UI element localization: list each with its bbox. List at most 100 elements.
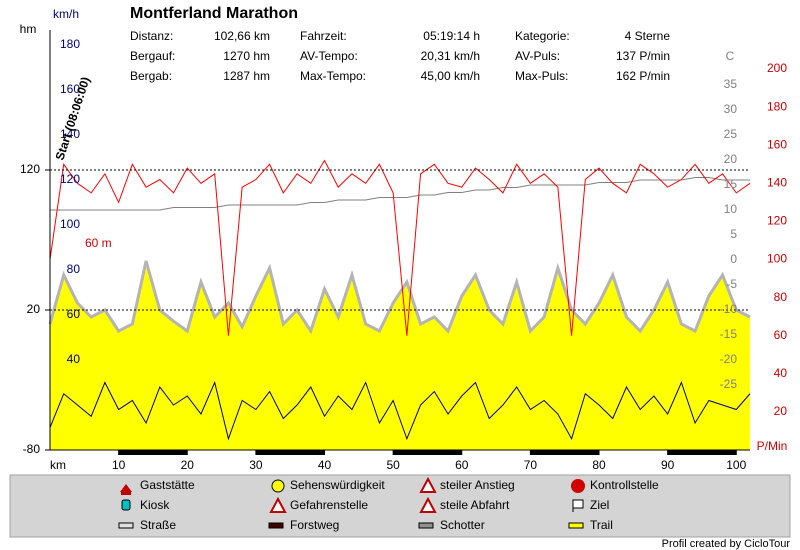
legend-label: steiler Anstieg — [440, 478, 515, 492]
icon-ziel — [572, 499, 584, 512]
legend-label: Gaststätte — [140, 478, 195, 492]
y-tick-label: 120 — [767, 214, 787, 228]
stat-value: 45,00 km/h — [421, 69, 480, 83]
y-tick-label: 100 — [767, 252, 787, 266]
icon-strasse — [118, 522, 134, 529]
stat-value: 102,66 km — [214, 29, 270, 43]
scale-bar — [255, 450, 325, 455]
stat-value: 1287 hm — [223, 69, 270, 83]
stat-value: 20,31 km/h — [421, 49, 480, 63]
legend-label: steile Abfahrt — [440, 498, 510, 512]
stat-label: Kategorie: — [515, 29, 570, 43]
legend-label: Forstweg — [290, 518, 339, 532]
icon-schotter — [418, 522, 434, 529]
y-tick-label: 120 — [60, 172, 80, 186]
x-tick-label: 10 — [112, 458, 126, 472]
y-axis-title: P/Min — [757, 439, 788, 453]
y-tick-label: 20 — [27, 302, 41, 316]
scale-bar — [667, 450, 737, 455]
y-tick-label: 5 — [730, 227, 737, 241]
y-tick-label: 200 — [767, 61, 787, 75]
stat-label: Max-Puls: — [515, 69, 568, 83]
y-tick-label: 120 — [20, 162, 40, 176]
elevation-edge — [48, 260, 751, 335]
y-tick-label: 180 — [767, 99, 787, 113]
series-line — [49, 159, 751, 336]
y-axis-title: km/h — [53, 7, 79, 21]
series-line — [49, 380, 751, 441]
y-tick-label: 20 — [774, 404, 788, 418]
y-tick-label: 0 — [730, 252, 737, 266]
y-tick-label: 35 — [724, 77, 738, 91]
stat-label: AV-Tempo: — [300, 49, 358, 63]
legend-label: Straße — [140, 518, 176, 532]
legend-label: Kiosk — [140, 498, 170, 512]
y-tick-label: 80 — [774, 290, 788, 304]
icon-gefahrenstelle — [269, 496, 287, 513]
chart-title: Montferland Marathon — [130, 5, 298, 22]
y-tick-label: -10 — [720, 302, 738, 316]
x-tick-label: 40 — [318, 458, 332, 472]
x-tick-label: 20 — [181, 458, 195, 472]
y-tick-label: 160 — [767, 137, 787, 151]
y-tick-label: 30 — [724, 102, 738, 116]
stat-value: 1270 hm — [223, 49, 270, 63]
stat-value: 4 Sterne — [625, 29, 671, 43]
y-tick-label: 25 — [724, 127, 738, 141]
y-tick-label: 160 — [60, 82, 80, 96]
y-tick-label: -15 — [720, 327, 738, 341]
icon-trail — [568, 522, 584, 529]
y-tick-label: -5 — [726, 277, 737, 291]
y-tick-label: 15 — [724, 177, 738, 191]
legend-label: Ziel — [590, 498, 609, 512]
stat-label: Bergab: — [130, 69, 172, 83]
legend-label: Schotter — [440, 518, 485, 532]
icon-forstweg — [268, 522, 284, 529]
y-tick-label: 40 — [774, 366, 788, 380]
y-tick-label: -80 — [23, 442, 41, 456]
stat-label: AV-Puls: — [515, 49, 560, 63]
x-tick-label: 100 — [726, 458, 746, 472]
legend-label: Gefahrenstelle — [290, 498, 368, 512]
footer: Profil created by CicloTour — [662, 538, 791, 550]
legend-box — [9, 474, 791, 538]
icon-gaststaette — [120, 484, 132, 495]
icon-steile-abfahrt — [419, 496, 437, 513]
stat-label: Bergauf: — [130, 49, 175, 63]
stats-table: Distanz: 102,66 km Fahrzeit: 05:19:14 h Kate… — [130, 29, 670, 83]
y-tick-label: -25 — [720, 377, 738, 391]
stat-label: Fahrzeit: — [300, 29, 347, 43]
x-tick-label: 50 — [386, 458, 400, 472]
legend-label: Sehenswürdigkeit — [290, 478, 385, 492]
stat-value: 05:19:14 h — [423, 29, 480, 43]
y-tick-label: 180 — [60, 37, 80, 51]
y-tick-label: 10 — [724, 202, 738, 216]
scale-bar — [118, 450, 188, 455]
legend-label: Kontrollstelle — [590, 478, 659, 492]
series-line — [50, 177, 750, 211]
x-tick-label: 60 — [455, 458, 469, 472]
legend-label: Trail — [590, 518, 613, 532]
y-tick-label: 60 — [774, 328, 788, 342]
stat-label: Max-Tempo: — [300, 69, 366, 83]
stat-value: 137 P/min — [616, 49, 670, 63]
icon-kontrollstelle — [571, 479, 585, 493]
x-tick-label: 90 — [661, 458, 675, 472]
x-tick-label: 30 — [249, 458, 263, 472]
icon-sehenswuerdigkeit — [271, 479, 285, 493]
x-axis-title: km — [50, 458, 66, 472]
y-tick-label: 40 — [67, 352, 81, 366]
y-tick-label: 100 — [60, 217, 80, 231]
y-tick-label: 20 — [724, 152, 738, 166]
y-tick-label: 80 — [67, 262, 81, 276]
y-tick-label: -20 — [720, 352, 738, 366]
annotation: 60 m — [85, 236, 112, 250]
legend: Gaststätte Kiosk Straße Sehenswürdigkeit Gef… — [9, 474, 791, 538]
icon-steiler-anstieg — [419, 476, 437, 493]
y-axis-title: C — [726, 49, 735, 63]
y-tick-label: 60 — [67, 307, 81, 321]
stat-label: Distanz: — [130, 29, 173, 43]
y-axis-title: hm — [20, 22, 37, 36]
x-tick-label: 80 — [592, 458, 606, 472]
